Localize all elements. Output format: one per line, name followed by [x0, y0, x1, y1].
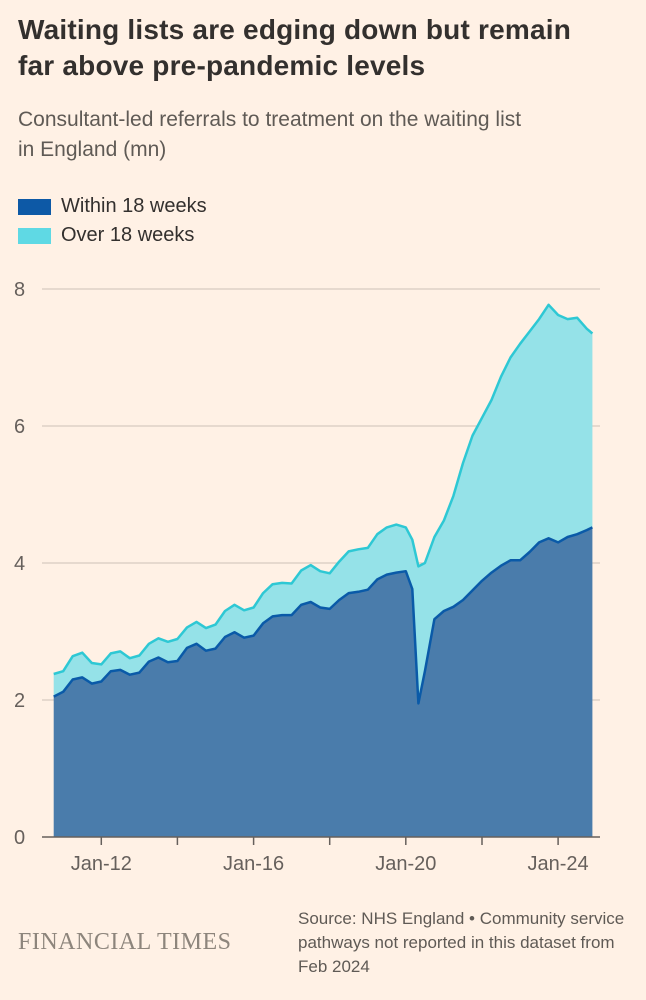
svg-text:Jan-16: Jan-16 — [223, 853, 284, 875]
within-18-weeks-swatch-icon — [18, 198, 51, 215]
subtitle-line-2: in England (mn) — [18, 138, 167, 162]
chart-legend: Within 18 weeks Over 18 weeks — [18, 195, 628, 247]
legend-label: Over 18 weeks — [61, 224, 195, 247]
svg-text:4: 4 — [14, 553, 25, 575]
over-18-weeks-swatch-icon — [18, 227, 51, 244]
source-note: Source: NHS England • Community service … — [298, 908, 625, 976]
legend-item-over-18-weeks: Over 18 weeks — [18, 224, 628, 247]
svg-text:0: 0 — [14, 827, 25, 849]
chart-header: Waiting lists are edging down but remain… — [0, 0, 646, 166]
svg-text:8: 8 — [14, 279, 25, 301]
title-line-2: far above pre-pandemic levels — [18, 50, 426, 82]
financial-times-logo: FINANCIAL TIMES — [18, 929, 232, 956]
legend-item-within-18-weeks: Within 18 weeks — [18, 195, 628, 218]
page-title: Waiting lists are edging down but remain… — [18, 12, 628, 85]
legend-label: Within 18 weeks — [61, 195, 207, 218]
page-footer: FINANCIAL TIMES Source: NHS England • Co… — [0, 897, 646, 979]
subtitle-line-1: Consultant-led referrals to treatment on… — [18, 107, 522, 131]
svg-text:6: 6 — [14, 416, 25, 438]
waiting-list-area-chart: 0 2 4 6 8 Jan-12 Jan-16 Jan-20 Jan-24 — [14, 279, 600, 875]
chart-subtitle: Consultant-led referrals to treatment on… — [18, 105, 628, 166]
svg-text:Jan-24: Jan-24 — [528, 853, 589, 875]
svg-text:Jan-12: Jan-12 — [71, 853, 132, 875]
title-line-1: Waiting lists are edging down but remain — [18, 14, 572, 45]
svg-text:Jan-20: Jan-20 — [375, 853, 436, 875]
svg-text:2: 2 — [14, 690, 25, 712]
